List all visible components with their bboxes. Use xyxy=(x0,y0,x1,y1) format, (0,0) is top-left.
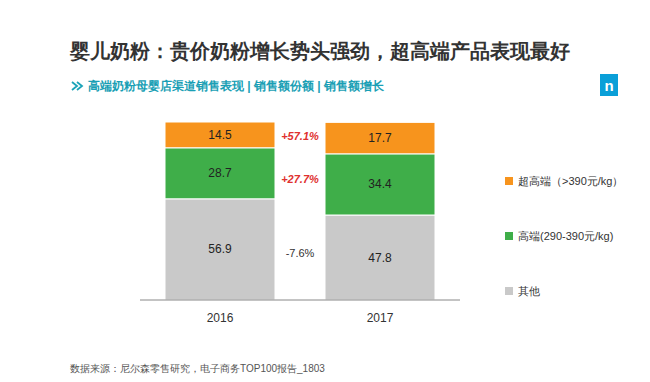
legend-swatch xyxy=(505,177,513,185)
title: 婴儿奶粉：贵价奶粉增长势头强劲，超高端产品表现最好 xyxy=(69,40,570,62)
data-label: 56.9 xyxy=(208,242,232,256)
chart: 婴儿奶粉：贵价奶粉增长势头强劲，超高端产品表现最好高端奶粉母婴店渠道销售表现 |… xyxy=(0,0,650,382)
page: {"chart_data": { "type": "bar", "stacked… xyxy=(0,0,650,382)
bar-segment xyxy=(325,154,435,215)
bar-segment xyxy=(325,215,435,300)
bar-segment xyxy=(165,148,275,199)
legend-label: 高端(290-390元/kg) xyxy=(518,230,613,242)
x-tick-label: 2017 xyxy=(367,311,394,325)
growth-label: -7.6% xyxy=(286,247,315,259)
bar-segment xyxy=(165,122,275,148)
logo-box xyxy=(600,74,618,96)
data-labels: 56.9 28.7 14.5 47.8 34.4 17.7 xyxy=(208,128,392,265)
x-tick-label: 2016 xyxy=(207,311,234,325)
legend: 超高端（>390元/kg） 高端(290-390元/kg) 其他 xyxy=(505,175,623,297)
source: 数据来源：尼尔森零售研究，电子商务TOP100报告_1803 xyxy=(70,363,325,374)
logo: n xyxy=(604,77,613,94)
legend-swatch xyxy=(505,287,513,295)
data-label: 17.7 xyxy=(368,131,392,145)
data-label: 14.5 xyxy=(208,128,232,142)
legend-swatch xyxy=(505,232,513,240)
subtitle-icon xyxy=(72,82,82,90)
x-axis xyxy=(140,300,460,301)
growth-label: +57.1% xyxy=(281,130,319,142)
legend-label: 其他 xyxy=(518,285,540,297)
data-label: 34.4 xyxy=(368,177,392,191)
bar-segment xyxy=(165,199,275,300)
data-label: 47.8 xyxy=(368,251,392,265)
chart-container: 婴儿奶粉：贵价奶粉增长势头强劲，超高端产品表现最好高端奶粉母婴店渠道销售表现 |… xyxy=(0,0,650,382)
data-label: 28.7 xyxy=(208,166,232,180)
growth-label: +27.7% xyxy=(281,173,319,185)
subtitle: 高端奶粉母婴店渠道销售表现 | 销售额份额 | 销售额增长 xyxy=(88,79,385,93)
legend-label: 超高端（>390元/kg） xyxy=(518,175,623,187)
bars xyxy=(165,122,435,300)
bar-segment xyxy=(325,122,435,153)
